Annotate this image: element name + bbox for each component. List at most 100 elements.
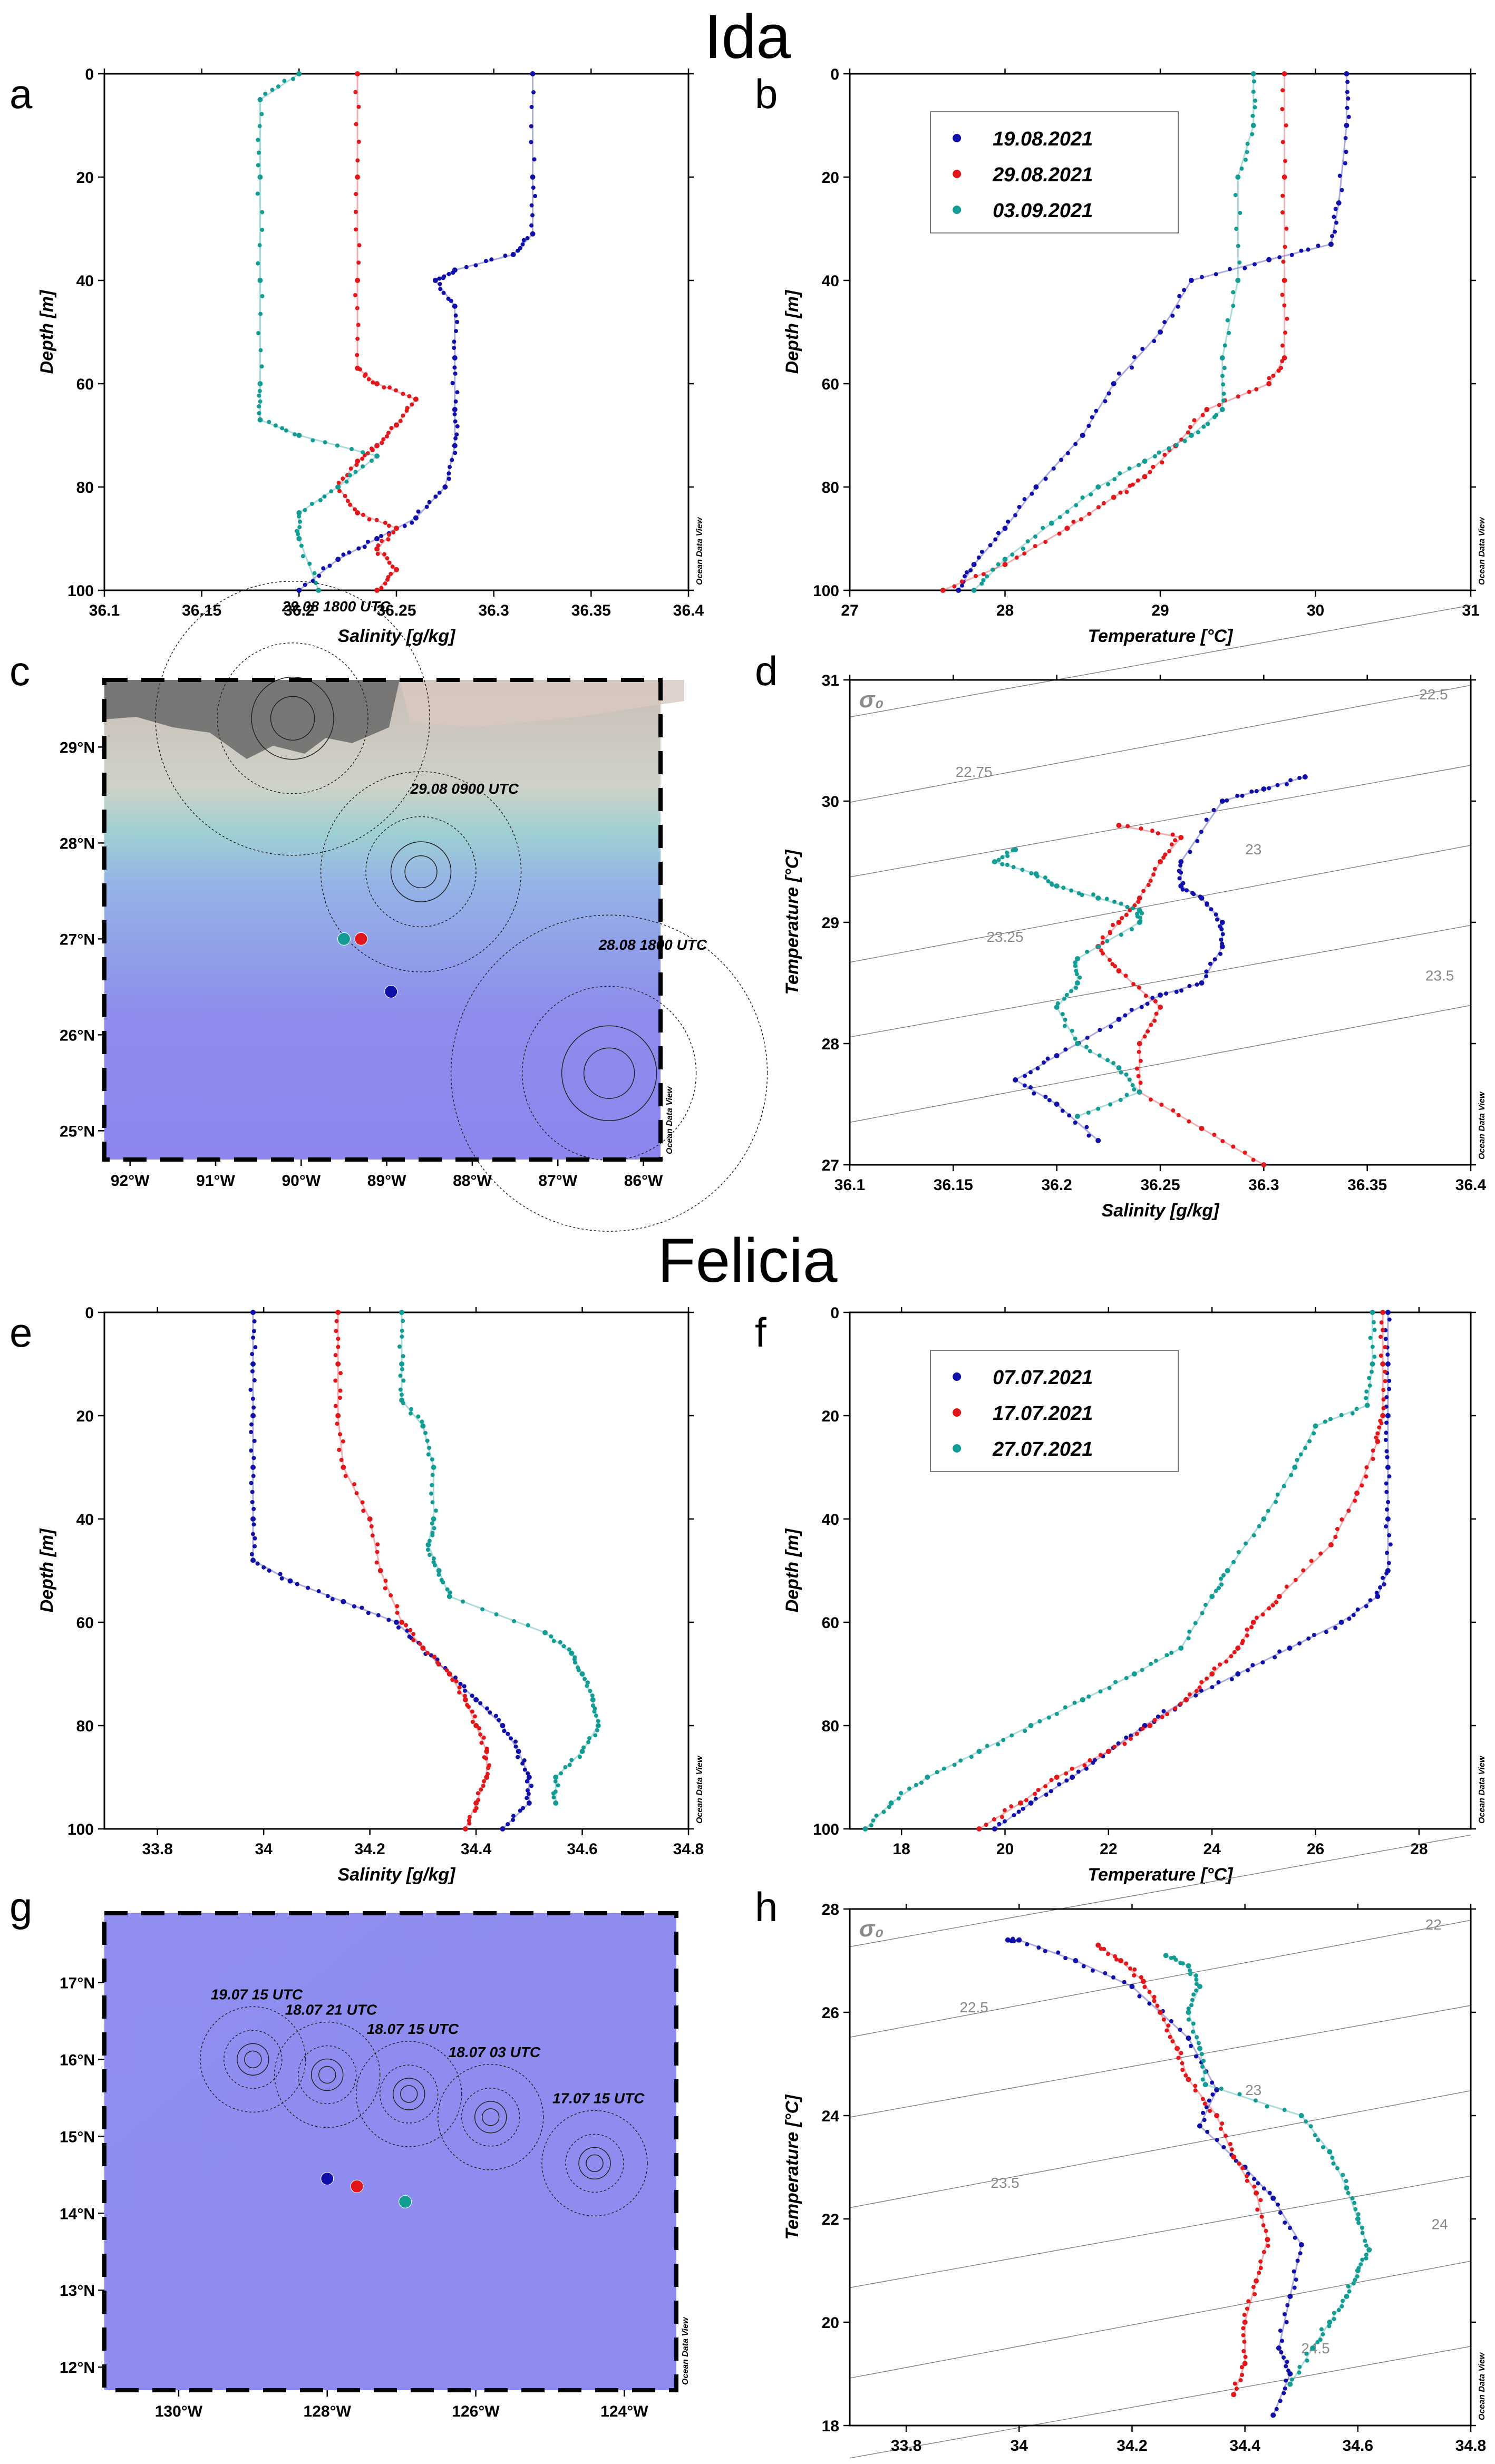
- data-point: [1002, 525, 1008, 531]
- data-point: [1383, 1379, 1387, 1384]
- data-point: [1082, 1763, 1087, 1768]
- data-point: [362, 374, 367, 378]
- wind-radius-inner: [578, 2147, 611, 2180]
- x-tick-label: 36.4: [1455, 1176, 1487, 1194]
- data-point: [352, 1482, 357, 1487]
- panel-letter-e: e: [9, 1309, 32, 1356]
- data-point: [1096, 944, 1101, 949]
- data-point: [1002, 1819, 1007, 1824]
- data-point: [353, 470, 358, 474]
- data-point: [1339, 188, 1344, 192]
- data-point: [1194, 1977, 1199, 1982]
- data-point: [1098, 1752, 1103, 1757]
- data-point: [475, 1791, 480, 1796]
- data-point: [1261, 2186, 1266, 2191]
- data-point: [1364, 2252, 1368, 2257]
- data-point: [1163, 1953, 1169, 1959]
- data-point: [964, 570, 969, 574]
- data-point: [1229, 1654, 1234, 1659]
- data-point: [1287, 2381, 1293, 2387]
- data-point: [390, 564, 395, 569]
- data-point: [338, 1388, 343, 1393]
- data-point: [1384, 1489, 1389, 1494]
- data-point: [1130, 906, 1135, 911]
- wind-radius-outer: [355, 2041, 462, 2147]
- lat-tick-label: 13°N: [60, 2282, 95, 2300]
- data-point: [1054, 1102, 1060, 1107]
- storm-time-label: 18.07 03 UTC: [449, 2044, 541, 2060]
- data-point: [1148, 1097, 1153, 1102]
- legend-label: 27.07.2021: [992, 1438, 1093, 1460]
- data-point: [1374, 1435, 1378, 1440]
- data-point: [291, 76, 296, 81]
- data-point: [542, 1630, 548, 1635]
- data-point: [1037, 1719, 1042, 1723]
- isopycnal-line: [849, 765, 1471, 878]
- data-point: [1047, 1098, 1052, 1103]
- data-point: [529, 203, 534, 208]
- data-point: [1363, 2238, 1367, 2243]
- data-point: [437, 490, 442, 495]
- data-point: [296, 433, 302, 438]
- data-point: [1157, 450, 1161, 455]
- data-point: [1158, 329, 1163, 335]
- series-17.07.2021: [333, 1310, 492, 1832]
- data-point: [1360, 2257, 1365, 2262]
- data-point: [341, 1465, 346, 1470]
- data-point: [1132, 1967, 1137, 1972]
- data-point: [1261, 1162, 1267, 1167]
- data-point: [1219, 355, 1225, 361]
- data-point: [1242, 2320, 1248, 2325]
- data-point: [596, 1719, 600, 1723]
- data-point: [952, 584, 957, 589]
- data-point: [1177, 294, 1182, 298]
- data-point: [1193, 1693, 1198, 1698]
- data-point: [327, 563, 332, 568]
- data-point: [383, 1586, 387, 1591]
- y-tick-label: 80: [76, 1718, 94, 1735]
- data-point: [470, 1709, 474, 1714]
- data-point: [1274, 1499, 1278, 1504]
- data-point: [1384, 1524, 1389, 1529]
- data-point: [1167, 446, 1171, 451]
- series-07.07.2021: [1005, 1936, 1304, 2418]
- data-point: [256, 163, 260, 168]
- data-point: [453, 329, 458, 334]
- data-point: [1063, 1047, 1068, 1052]
- data-point: [1057, 515, 1062, 520]
- data-point: [1072, 1700, 1077, 1705]
- data-point: [348, 466, 353, 471]
- data-point: [1254, 1615, 1259, 1620]
- data-point: [1074, 1041, 1080, 1046]
- data-point: [341, 552, 346, 557]
- data-point: [1189, 2003, 1194, 2008]
- data-point: [1192, 418, 1197, 423]
- station-dot: [337, 932, 351, 946]
- data-point: [567, 1762, 572, 1767]
- y-tick-label: 20: [822, 1408, 839, 1425]
- data-point: [1005, 854, 1010, 859]
- data-point: [1096, 505, 1101, 510]
- data-point: [1199, 1680, 1204, 1684]
- data-point: [973, 573, 978, 578]
- data-point: [907, 1786, 911, 1791]
- data-point: [996, 531, 1001, 535]
- data-point: [376, 543, 381, 548]
- data-point: [579, 1671, 585, 1677]
- data-point: [336, 1345, 341, 1349]
- data-point: [356, 104, 361, 109]
- data-point: [1187, 1692, 1192, 1697]
- data-point: [1025, 1942, 1030, 1946]
- data-point: [1135, 478, 1140, 483]
- data-point: [1292, 1465, 1298, 1470]
- data-point: [1111, 922, 1115, 927]
- series-03.09.2021: [971, 71, 1257, 593]
- station-dot: [350, 2179, 364, 2193]
- data-point: [470, 1719, 475, 1724]
- data-point: [400, 1328, 404, 1333]
- data-point: [1124, 1093, 1129, 1097]
- data-point: [375, 1550, 380, 1554]
- data-point: [1383, 1345, 1387, 1349]
- data-point: [1173, 1706, 1178, 1711]
